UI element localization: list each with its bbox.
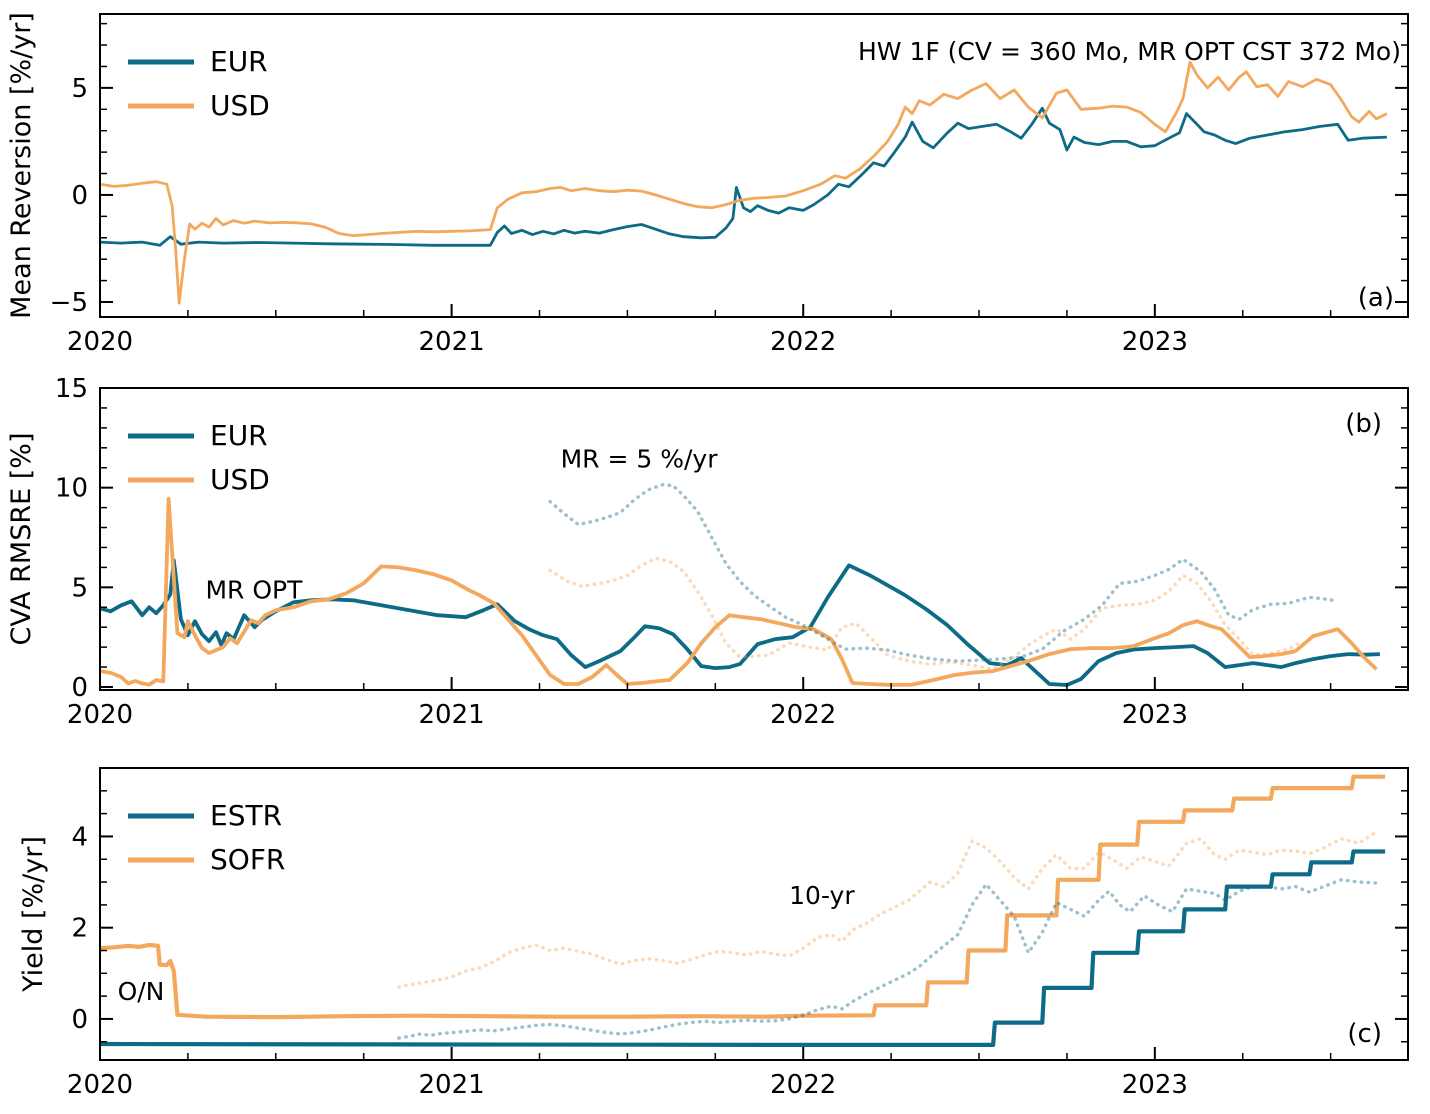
panel-c-line-estr-o-n	[100, 849, 1386, 1048]
y-tick-label: 2	[71, 914, 88, 944]
panel-c-annotation-1: 10-yr	[789, 881, 855, 910]
panel-c-ticks	[99, 767, 1408, 1060]
y-tick-label: 10	[55, 474, 88, 504]
x-tick-label: 2023	[1122, 700, 1188, 730]
panel-a-ticks	[99, 22, 1408, 317]
panel-b-ylabel: CVA RMSRE [%]	[6, 433, 37, 646]
panel-c-line-sofr-10-yr	[397, 830, 1379, 989]
legend-label-sofr: SOFR	[210, 843, 285, 876]
panel-b-line-usd-mr-5-yr	[548, 556, 1305, 671]
y-tick-label: 0	[71, 1005, 88, 1035]
x-tick-label: 2023	[1122, 1070, 1188, 1100]
x-tick-label: 2022	[770, 700, 836, 730]
panel-b-spines	[99, 387, 1409, 691]
legend-label-estr: ESTR	[210, 799, 282, 832]
x-tick-label: 2021	[419, 700, 485, 730]
panel-b-annotation-0: MR OPT	[205, 575, 303, 604]
y-tick-label: 5	[71, 573, 88, 603]
y-tick-label: 4	[71, 822, 88, 852]
panel-a-ylabel: Mean Reversion [%/yr]	[6, 12, 37, 319]
y-tick-label: 5	[71, 74, 88, 104]
x-tick-label: 2022	[770, 327, 836, 357]
panel-c-series	[100, 774, 1386, 1048]
panel-b-ticks	[99, 387, 1408, 690]
x-tick-label: 2022	[770, 1070, 836, 1100]
panel-c: 2020 2021 2022 2023 0 2 4 Yield [%/yr] ESTR SOFR O…	[18, 767, 1409, 1100]
panel-a-line-usd	[100, 60, 1388, 305]
panel-b-line-eur-mr-5-yr	[548, 483, 1340, 663]
panel-b: 2020 2021 2022 2023 0 5 10 15 CVA RMSRE [%] EUR US…	[6, 374, 1409, 730]
legend-label-usd: USD	[210, 89, 270, 122]
panel-a-series	[100, 60, 1388, 305]
legend-label-eur: EUR	[210, 45, 268, 78]
panel-c-line-sofr-o-n	[100, 774, 1386, 1020]
panel-b-annotation-1: MR = 5 %/yr	[561, 445, 719, 474]
legend-label-eur: EUR	[210, 419, 268, 452]
panel-c-letter: (c)	[1347, 1019, 1382, 1049]
y-tick-label: 15	[55, 374, 88, 404]
panel-c-ylabel: Yield [%/yr]	[18, 836, 49, 993]
panel-b-letter: (b)	[1345, 409, 1382, 439]
x-tick-label: 2023	[1122, 327, 1188, 357]
panel-c-spines	[99, 767, 1409, 1061]
x-tick-label: 2020	[67, 1070, 133, 1100]
panel-a-line-eur	[100, 106, 1387, 247]
legend-label-usd: USD	[210, 463, 270, 496]
y-tick-label: −5	[50, 288, 88, 318]
panel-a-spines	[99, 13, 1409, 318]
panel-a-annotation-0: HW 1F (CV = 360 Mo, MR OPT CST 372 Mo)	[858, 37, 1401, 66]
x-tick-label: 2020	[67, 700, 133, 730]
y-tick-label: 0	[71, 181, 88, 211]
x-tick-label: 2021	[419, 327, 485, 357]
y-tick-label: 0	[71, 673, 88, 703]
x-tick-label: 2020	[67, 327, 133, 357]
panel-a: 2020 2021 2022 2023 −5 0 5 Mean Reversion [%/yr…	[6, 12, 1409, 357]
x-tick-label: 2021	[419, 1070, 485, 1100]
panel-a-letter: (a)	[1358, 283, 1394, 313]
panel-c-line-estr-10-yr	[397, 878, 1379, 1040]
panel-b-line-eur-mr-opt	[100, 558, 1380, 687]
panel-c-annotation-0: O/N	[118, 977, 165, 1006]
